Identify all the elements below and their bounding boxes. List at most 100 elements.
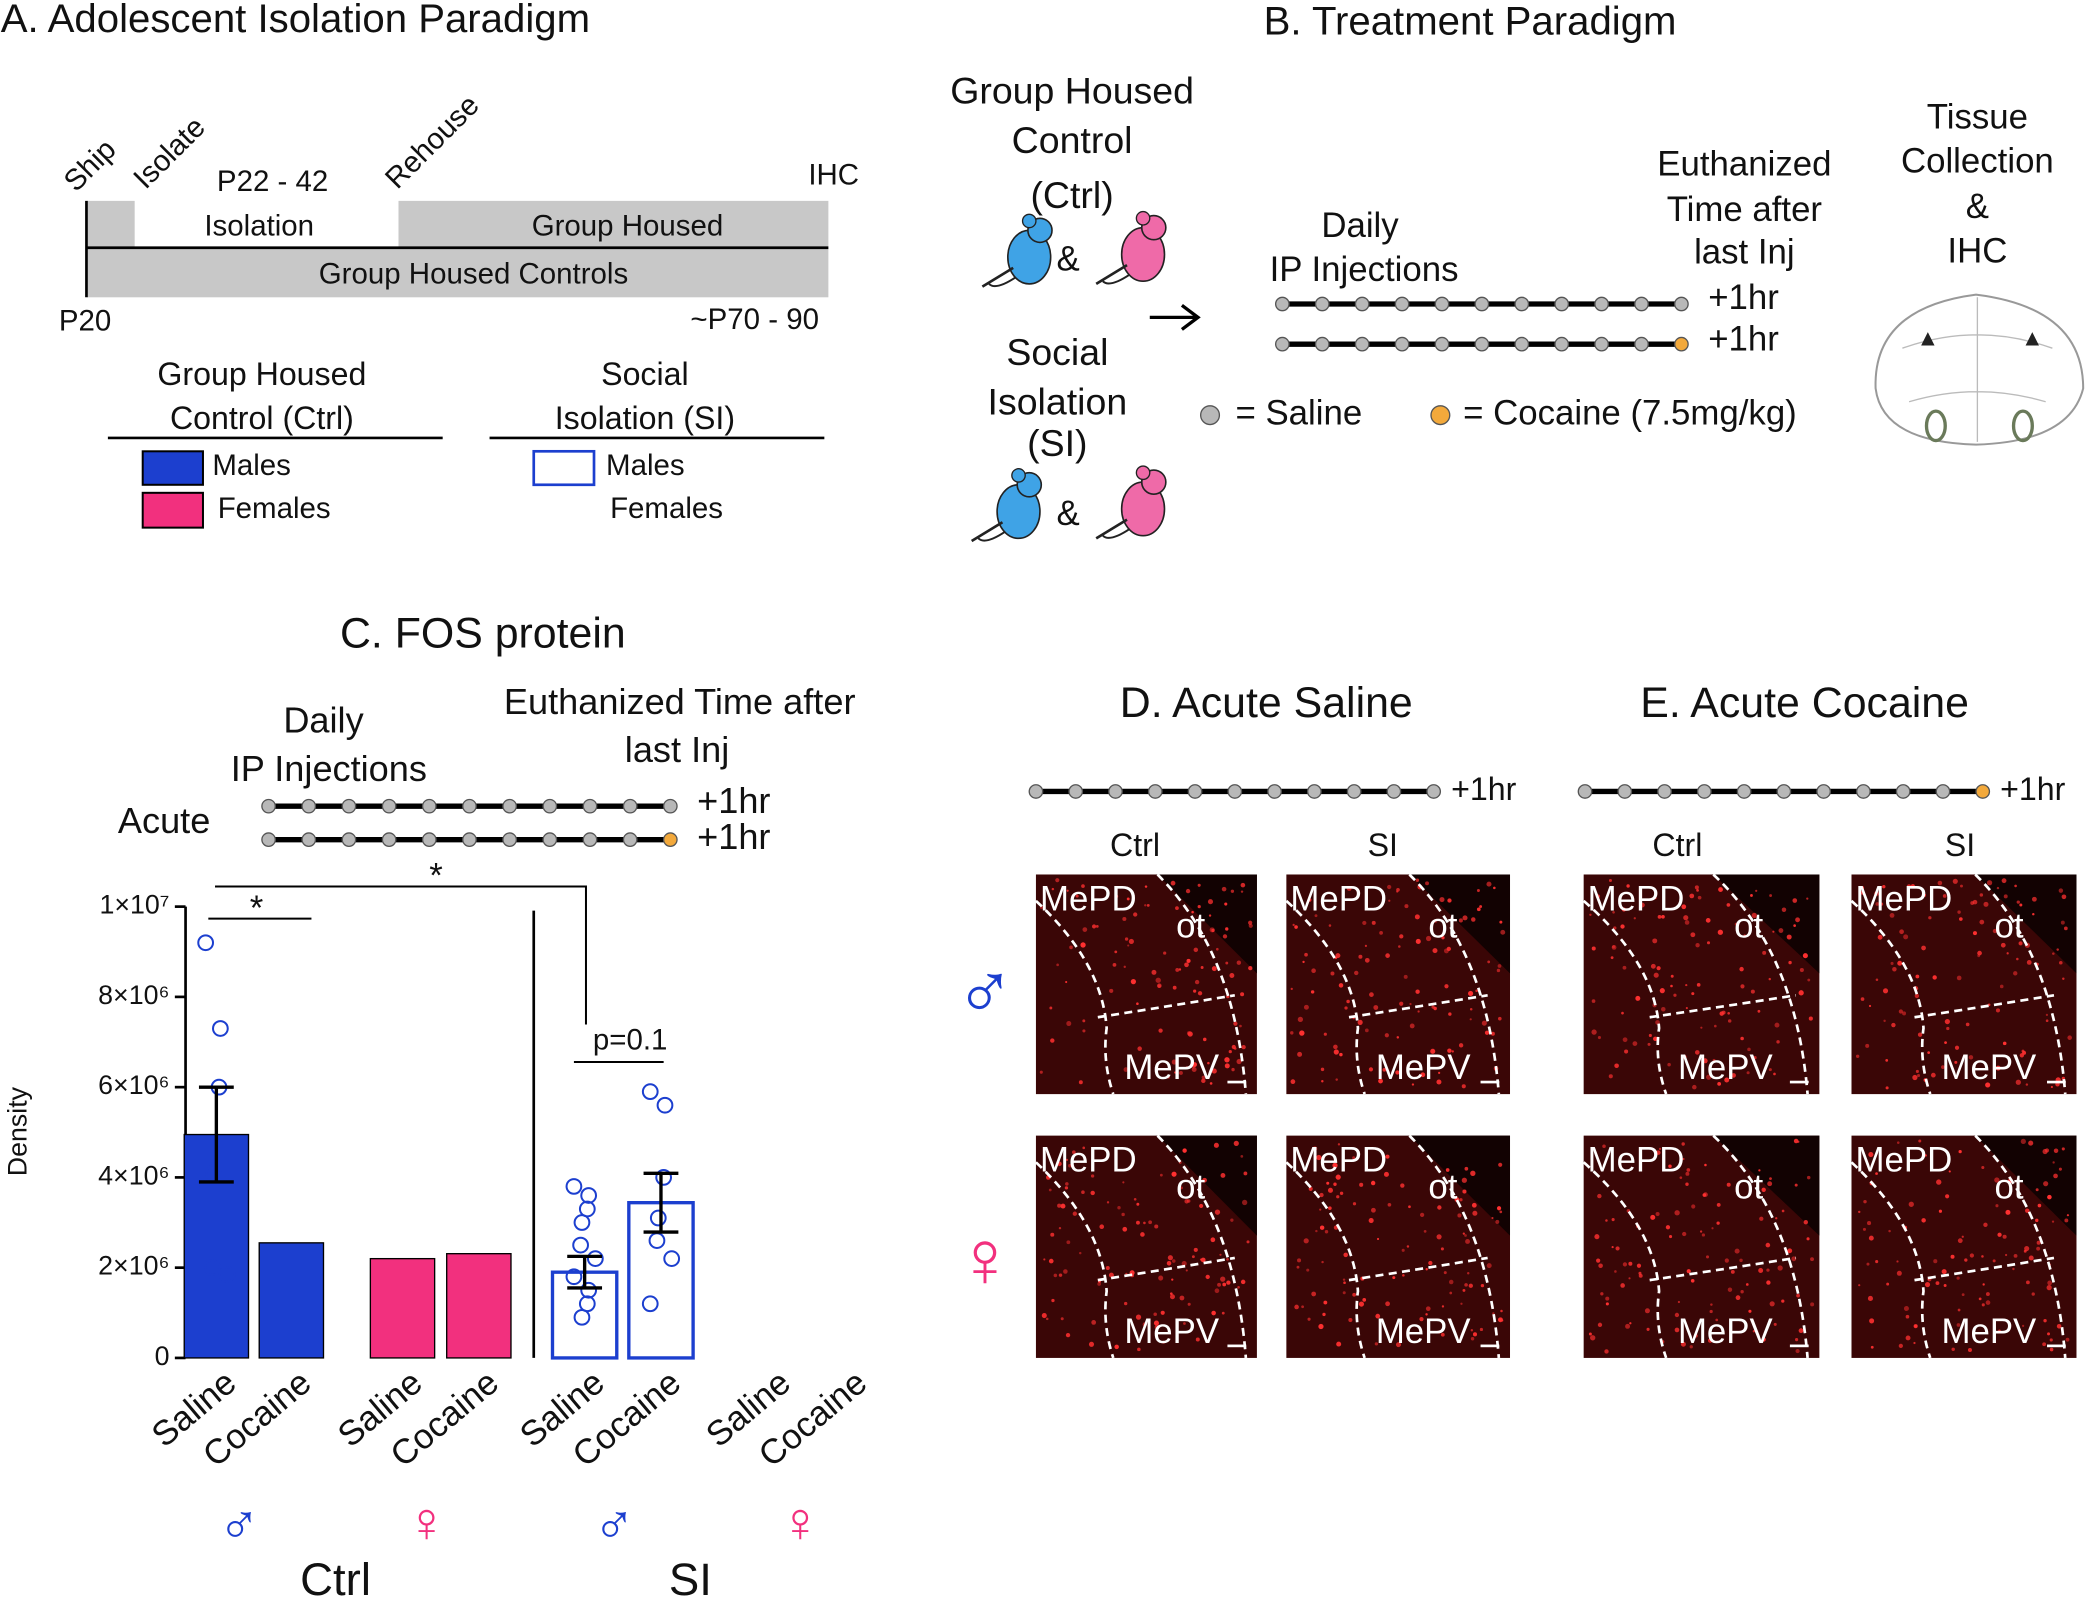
region-border [1408, 873, 1501, 1095]
cell [1981, 1303, 1985, 1307]
cell [1213, 1142, 1219, 1148]
cell [1374, 1342, 1379, 1346]
injection-dot [341, 832, 357, 848]
injection-dot [1028, 784, 1044, 799]
label: * [250, 889, 264, 928]
region-border [1285, 899, 1366, 1095]
cell [1423, 1230, 1427, 1233]
cell [1154, 1224, 1159, 1229]
cell [1151, 969, 1157, 975]
cell [1658, 1147, 1662, 1151]
cell [1792, 898, 1798, 903]
cell [1230, 889, 1235, 893]
cell [1396, 1036, 1400, 1039]
cell [1328, 924, 1332, 927]
cell [2059, 960, 2063, 965]
injection-dot [1657, 784, 1672, 799]
cell [1734, 922, 1738, 926]
cell [1753, 1055, 1757, 1060]
cell [1600, 1292, 1604, 1296]
cell [2014, 884, 2017, 888]
cell [1492, 1312, 1495, 1315]
cell [2013, 971, 2018, 976]
cell [1594, 1234, 1600, 1240]
cell [1158, 1028, 1163, 1033]
cell [1209, 927, 1215, 933]
cell [1387, 884, 1392, 890]
cell [1629, 1322, 1632, 1325]
cell [1207, 899, 1214, 905]
legend-swatch [141, 491, 204, 529]
cell [1806, 1175, 1811, 1180]
cell [1766, 1268, 1770, 1272]
injection-dot [542, 798, 558, 814]
cell [1401, 1248, 1405, 1252]
cell [1972, 931, 1977, 936]
syringe [1095, 264, 1128, 286]
label: Ship [58, 133, 123, 198]
cell [1496, 1206, 1502, 1211]
injection-dot [381, 832, 397, 848]
region-border [1156, 873, 1248, 1095]
cell [1058, 1226, 1062, 1230]
label: ot [1734, 1167, 1763, 1206]
cell [1063, 1269, 1068, 1274]
injection-dot [1434, 336, 1450, 352]
cell [1750, 989, 1755, 994]
cell [1296, 1265, 1300, 1269]
cell [1066, 1240, 1071, 1245]
cell [1591, 999, 1596, 1003]
cell [1468, 1283, 1473, 1288]
label: SI [1368, 827, 1398, 863]
cell [1344, 1006, 1348, 1010]
cell [1065, 1158, 1069, 1162]
region-border [1348, 1256, 1488, 1282]
cell [1441, 1305, 1445, 1308]
cell [1727, 1287, 1733, 1292]
cell [2002, 1041, 2007, 1046]
cell [1632, 1041, 1638, 1046]
cell [1082, 1019, 1086, 1023]
group-symbol: ♂ [593, 1491, 635, 1554]
cell [1961, 1235, 1964, 1238]
cell [1174, 1071, 1177, 1074]
cell [1807, 978, 1811, 982]
cell [1882, 884, 1886, 889]
cell [1874, 891, 1879, 897]
label: MePV [1678, 1048, 1774, 1087]
cell [1186, 958, 1191, 963]
cell [1342, 1291, 1346, 1295]
label: P20 [59, 305, 111, 338]
injection-dot [1187, 784, 1203, 799]
cell [1614, 1063, 1619, 1069]
cell [1659, 988, 1665, 994]
cell [1475, 989, 1478, 993]
cell [1490, 1031, 1495, 1036]
cell [1039, 1070, 1043, 1074]
cell [1336, 1341, 1342, 1347]
cell [1136, 1002, 1139, 1006]
cell [2020, 1138, 2026, 1145]
cell [1707, 1338, 1713, 1343]
cell [1465, 1239, 1471, 1244]
micrograph [1582, 873, 1820, 1095]
injection-dot [1346, 784, 1362, 799]
injection-dot [1394, 336, 1410, 352]
cell [1705, 1255, 1710, 1259]
data-point [641, 1083, 659, 1101]
cell [1335, 1078, 1338, 1081]
cell [1686, 1168, 1691, 1172]
cell [1124, 1301, 1128, 1306]
cell [1717, 1081, 1722, 1086]
cell [1231, 1044, 1236, 1050]
cell [1647, 1042, 1651, 1046]
cell [1798, 1328, 1804, 1334]
cell [2016, 900, 2020, 904]
cell [1320, 1067, 1325, 1072]
scale-bar [2047, 1080, 2066, 1084]
cell [1179, 1071, 1183, 1075]
cell [1863, 1199, 1867, 1204]
cell [1950, 1254, 1955, 1259]
label: MePD [1588, 879, 1685, 918]
injection-dot [421, 798, 437, 814]
